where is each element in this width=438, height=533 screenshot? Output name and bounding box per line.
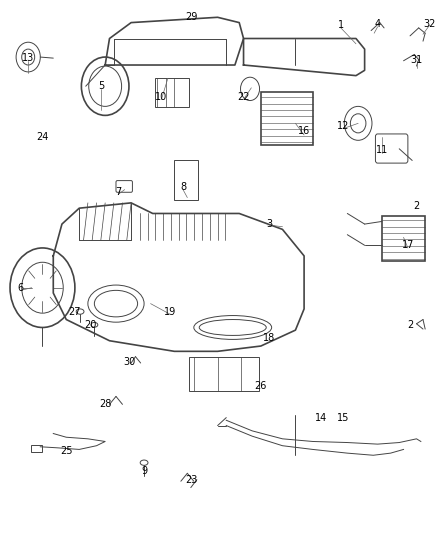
Text: 26: 26 [254,381,267,391]
Text: 2: 2 [407,320,413,330]
Text: 3: 3 [266,219,272,229]
Text: 2: 2 [413,200,420,211]
Text: 30: 30 [123,357,135,367]
Text: 18: 18 [263,333,276,343]
Text: 15: 15 [337,413,349,423]
Text: 10: 10 [155,92,167,102]
Text: 12: 12 [337,121,349,131]
Text: 5: 5 [98,81,104,91]
Text: 31: 31 [410,55,423,64]
Text: 8: 8 [180,182,186,192]
Text: 27: 27 [69,306,81,317]
Text: 28: 28 [99,399,111,409]
Text: 6: 6 [18,282,24,293]
Text: 20: 20 [84,320,96,330]
Text: 25: 25 [60,446,73,456]
Text: 17: 17 [402,240,414,251]
Text: 23: 23 [185,475,198,485]
Text: 32: 32 [423,19,436,29]
Text: 19: 19 [164,306,176,317]
Text: 29: 29 [185,12,198,22]
Text: 14: 14 [315,413,328,423]
Text: 11: 11 [376,145,388,155]
Text: 1: 1 [338,20,344,30]
Text: 9: 9 [141,466,147,475]
Text: 22: 22 [237,92,250,102]
Text: 4: 4 [374,19,381,29]
Text: 24: 24 [36,132,49,142]
Text: 13: 13 [22,53,34,63]
Text: 7: 7 [115,187,121,197]
Text: 16: 16 [298,126,310,136]
